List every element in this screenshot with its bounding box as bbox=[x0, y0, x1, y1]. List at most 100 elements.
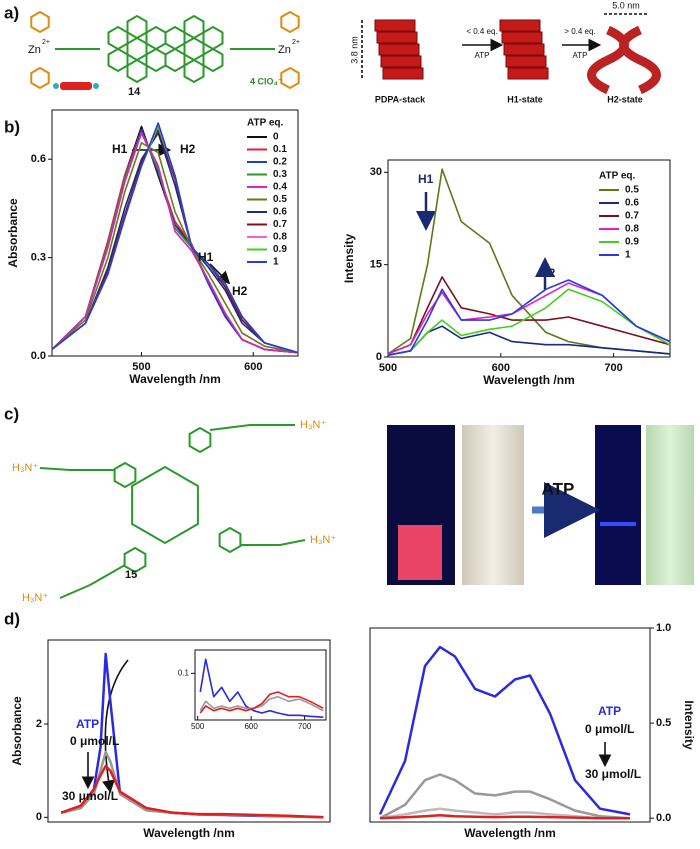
annotation: 0 μmol/L bbox=[585, 722, 634, 736]
x-tick-label: 500 bbox=[191, 722, 205, 731]
photo bbox=[462, 425, 524, 585]
series-line bbox=[51, 132, 299, 354]
legend-label: 0.9 bbox=[273, 244, 287, 255]
ring bbox=[280, 66, 300, 90]
annotation: 0 μmol/L bbox=[70, 734, 119, 748]
ring bbox=[164, 25, 186, 51]
series-line bbox=[379, 773, 631, 820]
series-line bbox=[51, 142, 299, 354]
plot-frame bbox=[387, 159, 671, 358]
y-tick-label: 15 bbox=[370, 259, 382, 271]
series-line bbox=[51, 128, 299, 354]
y-axis-label: Intensity bbox=[342, 234, 356, 284]
reagent-label: ATP bbox=[542, 479, 575, 498]
stack-block bbox=[507, 67, 549, 80]
legend-label: 1 bbox=[625, 250, 631, 261]
photo bbox=[646, 425, 694, 585]
legend-label: 0.1 bbox=[273, 144, 287, 155]
y-tick-label: 30 bbox=[370, 166, 382, 178]
legend-label: 0.4 bbox=[273, 182, 287, 193]
ring bbox=[145, 47, 167, 73]
charge: 2+ bbox=[292, 39, 300, 46]
plot-frame bbox=[51, 109, 299, 357]
amine: H₃N⁺ bbox=[310, 534, 336, 546]
stack-block bbox=[503, 43, 545, 56]
legend-label: 0 bbox=[273, 132, 279, 143]
ring bbox=[30, 10, 50, 34]
ring bbox=[123, 546, 147, 574]
y-axis-label: Absorbance bbox=[10, 696, 24, 766]
series-line bbox=[387, 279, 671, 356]
legend-label: 0.7 bbox=[625, 211, 639, 222]
charge: 2+ bbox=[42, 39, 50, 46]
ring bbox=[113, 461, 137, 489]
stack-block bbox=[501, 31, 543, 44]
x-tick-label: 500 bbox=[379, 362, 397, 374]
annotation: H2 bbox=[540, 266, 556, 280]
step-label: < 0.4 eq. bbox=[466, 27, 497, 36]
annotation: H2 bbox=[232, 284, 248, 298]
stack-block bbox=[378, 43, 420, 56]
panel-label: c) bbox=[4, 404, 19, 423]
step-label: > 0.4 eq. bbox=[564, 27, 595, 36]
y-tick-label: 2 bbox=[36, 718, 42, 730]
icon bbox=[93, 83, 99, 89]
legend-label: 0.5 bbox=[273, 194, 287, 205]
helix bbox=[587, 25, 661, 95]
x-tick-label: 500 bbox=[132, 361, 150, 373]
y-tick-label: 0.5 bbox=[656, 717, 671, 729]
counter-ion: 4 ClO₄⁻ bbox=[250, 76, 283, 86]
panel-label: b) bbox=[4, 117, 20, 136]
icon bbox=[60, 82, 92, 90]
annotation: 30 μmol/L bbox=[62, 789, 118, 803]
stack-block bbox=[376, 31, 418, 44]
series-line bbox=[60, 750, 324, 819]
x-tick-label: 600 bbox=[244, 361, 262, 373]
ring bbox=[218, 526, 242, 554]
dimension: 3.8 nm bbox=[349, 36, 359, 64]
stack-block bbox=[505, 55, 547, 68]
legend-label: 0.5 bbox=[625, 185, 639, 196]
legend-label: 0.9 bbox=[625, 237, 639, 248]
annotation: H1 bbox=[418, 172, 434, 186]
annotation: H1 bbox=[198, 250, 214, 264]
amine: H₃N⁺ bbox=[300, 419, 326, 431]
y-axis-label: Absorbance bbox=[6, 198, 20, 268]
stack-block bbox=[382, 67, 424, 80]
series-line bbox=[379, 807, 630, 820]
annotation: ATP bbox=[76, 717, 99, 731]
series-line bbox=[51, 125, 299, 354]
series-line bbox=[51, 125, 299, 354]
series-line bbox=[379, 814, 630, 820]
y-tick-label: 0.0 bbox=[656, 812, 671, 824]
x-tick-label: 700 bbox=[604, 362, 622, 374]
series-line bbox=[51, 128, 299, 354]
series-line bbox=[387, 288, 671, 356]
x-axis-label: Wavelength /nm bbox=[483, 373, 575, 387]
x-tick-label: 700 bbox=[298, 722, 312, 731]
ring bbox=[202, 25, 224, 51]
ring bbox=[126, 14, 148, 40]
legend-label: 1 bbox=[273, 257, 279, 268]
compound-number: 14 bbox=[128, 86, 141, 98]
bond bbox=[39, 424, 306, 599]
ring bbox=[188, 426, 212, 454]
x-tick-label: 600 bbox=[244, 722, 258, 731]
ring bbox=[183, 36, 205, 62]
arrow bbox=[209, 263, 231, 285]
step-label: ATP bbox=[475, 51, 490, 60]
photo bbox=[600, 522, 636, 526]
ring bbox=[202, 47, 224, 73]
annotation: H1 bbox=[112, 142, 128, 156]
ring bbox=[126, 58, 148, 84]
legend-label: 0.3 bbox=[273, 169, 287, 180]
arrow bbox=[102, 659, 129, 794]
legend-label: 0.8 bbox=[273, 232, 287, 243]
annotation: H2 bbox=[180, 142, 196, 156]
series-line bbox=[51, 132, 299, 354]
y-axis-label: Intensity bbox=[682, 700, 696, 750]
molecule-15 bbox=[39, 424, 306, 599]
x-axis-label: Wavelength /nm bbox=[143, 826, 235, 840]
plot-frame bbox=[369, 627, 651, 823]
